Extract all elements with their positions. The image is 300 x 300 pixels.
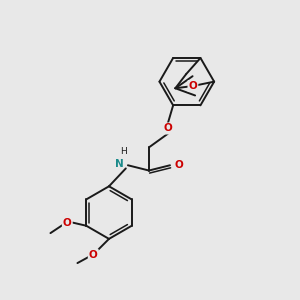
Text: N: N	[115, 159, 124, 169]
Text: H: H	[120, 147, 127, 156]
Text: O: O	[89, 250, 98, 260]
Text: O: O	[188, 81, 197, 91]
Text: O: O	[164, 124, 172, 134]
Text: O: O	[63, 218, 72, 228]
Text: O: O	[174, 160, 183, 170]
